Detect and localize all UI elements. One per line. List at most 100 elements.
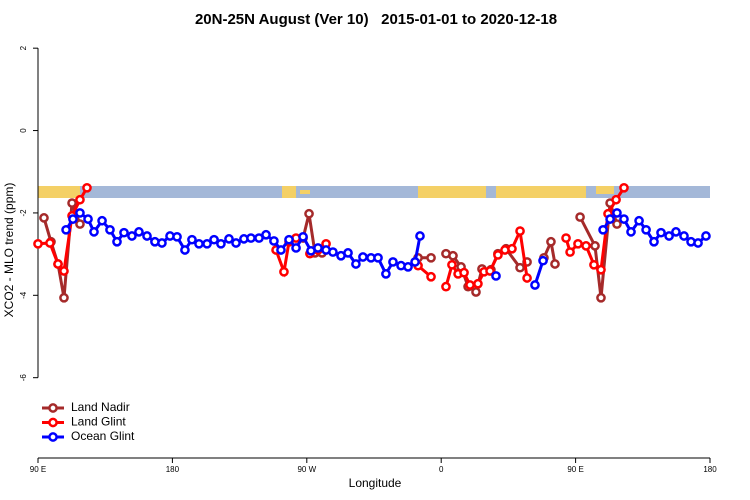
data-point	[119, 227, 129, 238]
y-tick-label: 0	[19, 128, 28, 133]
data-point	[304, 208, 314, 219]
legend-label: Ocean Glint	[71, 429, 135, 443]
data-point	[573, 238, 583, 249]
data-point	[216, 238, 226, 249]
data-point	[97, 215, 107, 226]
legend-label: Land Nadir	[71, 400, 130, 414]
y-tick-label: -6	[19, 374, 28, 382]
data-point	[187, 234, 197, 245]
data-point	[538, 255, 548, 266]
x-tick-label: 180	[166, 465, 180, 474]
data-point	[459, 267, 469, 278]
data-point	[134, 227, 144, 237]
data-point	[590, 241, 600, 251]
data-point	[105, 224, 115, 235]
data-point	[343, 248, 353, 258]
data-point	[194, 238, 204, 249]
data-point	[172, 231, 182, 242]
data-point	[298, 231, 308, 242]
x-tick-label: 90 E	[30, 465, 46, 474]
data-point	[515, 226, 525, 236]
data-point	[626, 227, 636, 237]
data-point	[493, 250, 503, 260]
data-point	[671, 227, 681, 237]
data-point	[33, 238, 43, 249]
legend-marker	[48, 432, 58, 442]
map-strip	[38, 186, 710, 198]
data-point	[261, 229, 271, 240]
data-point	[589, 259, 599, 270]
x-tick-label: 90 W	[297, 465, 316, 474]
data-point	[522, 273, 532, 283]
x-axis-label: Longitude	[349, 476, 402, 490]
data-point	[358, 252, 368, 262]
data-point	[313, 243, 323, 253]
data-point	[279, 266, 289, 277]
data-point	[89, 227, 99, 237]
data-point	[473, 278, 483, 289]
data-point	[373, 252, 383, 263]
data-point	[75, 208, 85, 218]
x-tick-label: 90 E	[567, 465, 583, 474]
data-point	[693, 238, 703, 248]
y-tick-label: -4	[19, 291, 28, 299]
data-point	[598, 224, 608, 235]
data-point	[656, 227, 666, 238]
map-land	[38, 186, 80, 198]
data-point	[546, 236, 556, 247]
data-point	[575, 212, 585, 222]
data-point	[39, 213, 49, 223]
data-point	[61, 224, 71, 235]
series	[61, 208, 711, 290]
data-point	[75, 219, 85, 229]
legend-label: Land Glint	[71, 415, 126, 429]
data-point	[112, 236, 122, 247]
data-point	[180, 245, 190, 255]
data-point	[157, 238, 167, 248]
data-point	[550, 259, 560, 269]
data-point	[53, 259, 63, 269]
data-point	[224, 234, 234, 244]
map-land	[596, 186, 614, 194]
data-point	[209, 234, 219, 245]
data-point	[485, 266, 495, 276]
data-point	[507, 243, 517, 254]
x-tick-label: 0	[439, 465, 444, 474]
data-point	[276, 245, 286, 255]
data-point	[619, 182, 629, 193]
data-point	[596, 264, 606, 275]
data-point	[415, 231, 425, 241]
data-point	[82, 182, 92, 193]
y-axis-label: XCO2 - MLO trend (ppm)	[2, 183, 16, 318]
data-point	[581, 241, 591, 251]
data-point	[471, 287, 481, 297]
data-point	[388, 257, 398, 267]
data-point	[448, 250, 458, 261]
x-tick-label: 180	[703, 465, 717, 474]
data-point	[605, 214, 615, 224]
data-point	[612, 208, 622, 218]
legend-marker	[48, 403, 58, 413]
data-point	[269, 236, 279, 246]
data-point	[291, 243, 301, 253]
data-point	[59, 266, 69, 276]
data-point	[351, 259, 361, 269]
data-point	[142, 231, 152, 241]
data-point	[515, 262, 525, 273]
map-land	[496, 186, 586, 198]
data-point	[596, 292, 606, 303]
data-point	[45, 238, 55, 248]
data-point	[664, 231, 674, 241]
data-point	[284, 234, 294, 245]
legend-marker	[48, 417, 58, 428]
chart-title: 20N-25N August (Ver 10) 2015-01-01 to 20…	[195, 11, 557, 28]
y-tick-label: -2	[19, 209, 28, 217]
data-point	[67, 198, 77, 208]
series-line	[37, 186, 626, 288]
data-point	[75, 194, 85, 205]
data-point	[68, 214, 78, 224]
data-point	[202, 238, 212, 249]
data-point	[641, 224, 651, 235]
